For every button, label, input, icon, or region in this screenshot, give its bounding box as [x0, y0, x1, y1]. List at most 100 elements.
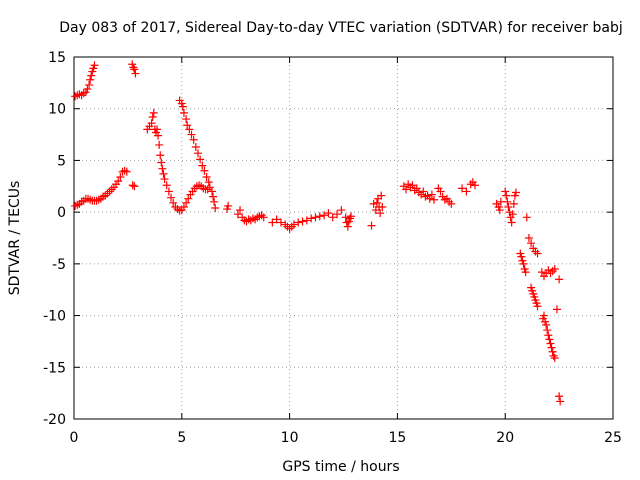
- data-point: [328, 213, 337, 222]
- data-point: [533, 249, 542, 258]
- y-tick-label: -15: [43, 360, 66, 376]
- y-axis-label: SDTVAR / TECUs: [7, 181, 23, 296]
- data-point: [315, 212, 324, 221]
- data-point: [555, 392, 564, 401]
- data-point: [153, 125, 162, 134]
- data-point: [517, 252, 526, 261]
- data-point: [114, 177, 123, 186]
- data-point: [307, 214, 316, 223]
- data-point: [128, 181, 137, 190]
- data-point: [341, 213, 350, 222]
- data-point: [148, 112, 157, 121]
- data-point: [527, 239, 536, 248]
- data-point: [183, 121, 192, 130]
- data-point: [550, 265, 559, 274]
- y-tick-label: -5: [52, 257, 66, 273]
- data-point: [436, 187, 445, 196]
- data-point: [544, 331, 553, 340]
- data-point: [185, 125, 194, 134]
- data-point: [209, 192, 218, 201]
- data-point: [495, 206, 504, 215]
- x-tick-label: 15: [388, 430, 406, 446]
- data-point: [548, 347, 557, 356]
- data-point: [294, 218, 303, 227]
- data-point: [178, 102, 187, 111]
- data-point: [347, 212, 356, 221]
- data-point: [550, 353, 559, 362]
- x-axis-label: GPS time / hours: [282, 459, 399, 475]
- data-point: [425, 194, 434, 203]
- data-point: [105, 187, 114, 196]
- data-point: [542, 320, 551, 329]
- data-point: [524, 234, 533, 242]
- data-point: [147, 119, 156, 128]
- data-point: [90, 61, 99, 70]
- data-point: [149, 108, 158, 117]
- x-tick-label: 25: [604, 430, 622, 446]
- data-point: [508, 210, 517, 219]
- y-tick-label: 0: [57, 205, 66, 221]
- data-point: [204, 178, 213, 187]
- data-point: [343, 222, 352, 231]
- data-point: [85, 80, 94, 89]
- data-point: [285, 224, 294, 233]
- data-point: [289, 220, 298, 229]
- data-point: [555, 275, 564, 284]
- data-point: [547, 343, 556, 352]
- data-point: [200, 166, 209, 175]
- data-point: [182, 198, 191, 207]
- data-point: [324, 209, 333, 218]
- data-point: [333, 210, 342, 219]
- y-tick-label: -10: [43, 309, 66, 325]
- data-point: [458, 184, 467, 193]
- x-tick-label: 10: [281, 430, 299, 446]
- data-point: [79, 89, 88, 98]
- data-point: [71, 201, 80, 210]
- data-point: [320, 211, 329, 220]
- data-point: [272, 215, 281, 224]
- data-point: [548, 267, 557, 276]
- data-point: [419, 187, 428, 196]
- data-point: [537, 268, 546, 277]
- data-point: [154, 131, 163, 140]
- data-point: [466, 180, 475, 189]
- grid-lines: [74, 57, 613, 419]
- data-point: [210, 197, 219, 206]
- data-point: [511, 188, 520, 197]
- chart-title: Day 083 of 2017, Sidereal Day-to-day VTE…: [59, 20, 622, 36]
- data-point: [281, 220, 290, 229]
- data-point: [191, 142, 200, 151]
- x-tick-labels: 0 5 10 15 20 25: [70, 430, 622, 446]
- data-point: [71, 92, 80, 101]
- data-point: [155, 140, 164, 149]
- data-point: [131, 69, 140, 78]
- data-point: [130, 65, 139, 74]
- data-point: [189, 135, 198, 144]
- data-point: [259, 213, 268, 222]
- data-point: [427, 190, 436, 199]
- data-point: [552, 305, 561, 314]
- data-point: [122, 167, 131, 176]
- data-point: [233, 210, 242, 219]
- y-tick-label: 10: [48, 102, 66, 118]
- x-tick-label: 20: [496, 430, 514, 446]
- data-point: [179, 108, 188, 117]
- data-point: [502, 191, 511, 200]
- y-tick-label: 15: [48, 50, 66, 66]
- data-point: [402, 185, 411, 194]
- data-point: [167, 193, 176, 202]
- data-point: [160, 175, 169, 184]
- data-point: [372, 198, 381, 207]
- data-point: [116, 172, 125, 181]
- data-point: [184, 194, 193, 203]
- data-point: [408, 181, 417, 190]
- data-point: [196, 155, 205, 164]
- data-point: [202, 172, 211, 181]
- data-point: [377, 191, 386, 200]
- data-point: [311, 213, 320, 222]
- y-tick-label: 5: [57, 153, 66, 169]
- data-point: [521, 268, 530, 277]
- data-point: [159, 169, 168, 178]
- data-point: [86, 75, 95, 84]
